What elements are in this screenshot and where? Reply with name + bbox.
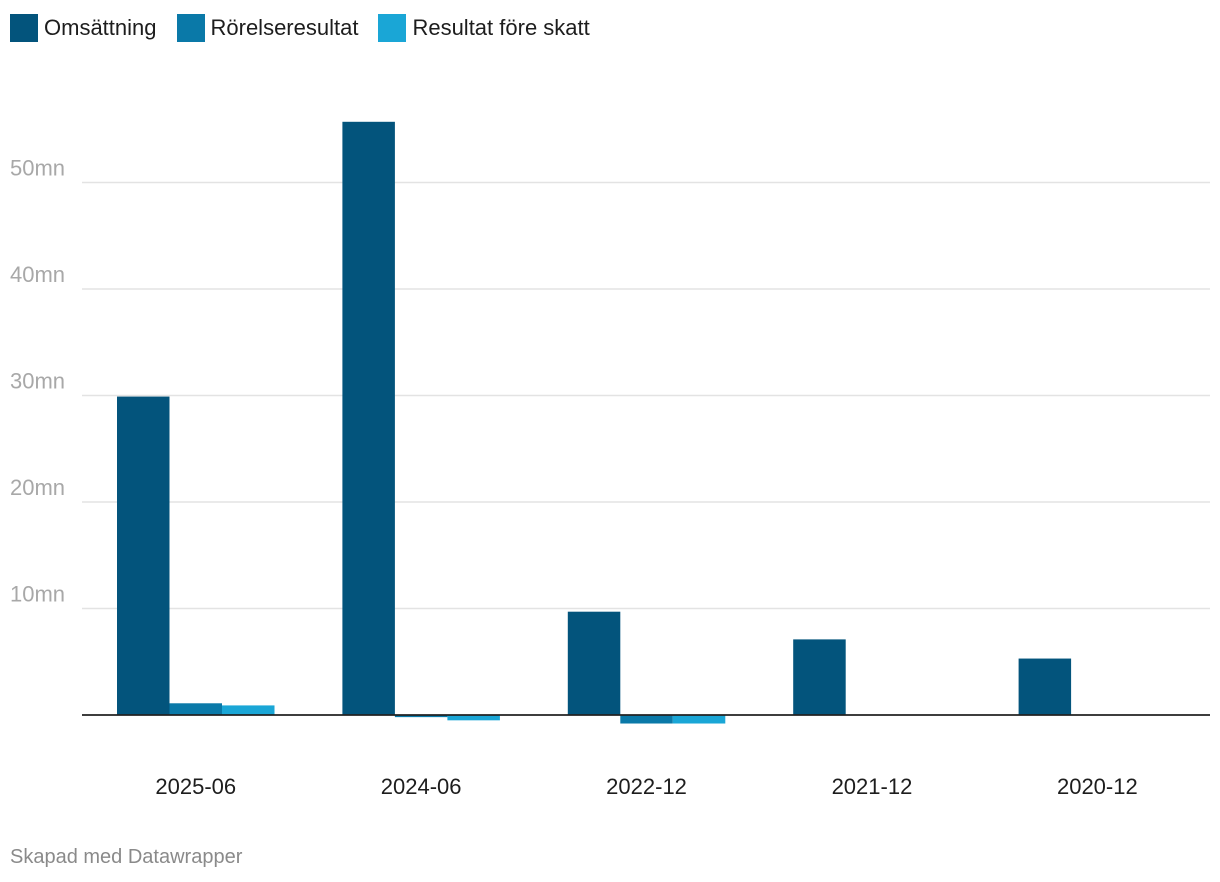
grid-lines: 10mn 20mn 30mn 40mn 50mn [10,156,1210,610]
legend-label-rorelseresultat: Rörelseresultat [210,15,359,40]
axes: 2025-06 2024-06 2022-12 2021-12 2020-12 [82,714,1210,799]
legend-swatch-rorelseresultat [176,14,205,42]
y-tick-label: 40mn [10,262,65,287]
bar-2021-12-series-0 [793,639,846,715]
bar-2024-06-series-0 [342,121,395,716]
legend-swatch-omsattning [10,14,38,42]
y-tick-label: 10mn [10,582,65,607]
x-tick-label: 2024-06 [381,774,462,799]
bar-2025-06-series-2 [222,705,275,715]
bar-2024-06-series-2 [447,715,500,721]
bar-2022-12-series-0 [567,611,621,715]
bar-2020-12-series-0 [1018,658,1072,715]
bar-2024-06-series-1 [394,715,448,718]
bar-2025-06-series-1 [169,703,222,715]
x-tick-label: 2020-12 [1057,774,1138,799]
x-tick-label: 2021-12 [832,774,913,799]
bar-2025-06-series-0 [117,396,170,715]
legend-item-omsattning: Omsättning [10,14,157,42]
y-tick-label: 30mn [10,369,65,394]
legend-label-resultat-fore-skatt: Resultat före skatt [412,15,590,40]
x-tick-label: 2025-06 [155,774,236,799]
bar-2022-12-series-1 [620,715,673,724]
legend-item-resultat-fore-skatt: Resultat före skatt [378,14,590,42]
legend-item-rorelseresultat: Rörelseresultat [176,14,359,42]
bar-chart: 10mn 20mn 30mn 40mn 50mn 2025-06 2024-06 2022-… [10,121,1210,799]
bars [117,121,1072,724]
footer-credit: Skapad med Datawrapper [10,846,243,868]
bar-2022-12-series-2 [672,715,726,724]
y-tick-label: 20mn [10,475,65,500]
y-tick-label: 50mn [10,156,65,181]
legend-label-omsattning: Omsättning [44,15,157,40]
x-tick-label: 2022-12 [606,774,687,799]
chart-legend: Omsättning Rörelseresultat Resultat före… [10,13,610,43]
legend-swatch-resultat-fore-skatt [378,14,407,42]
